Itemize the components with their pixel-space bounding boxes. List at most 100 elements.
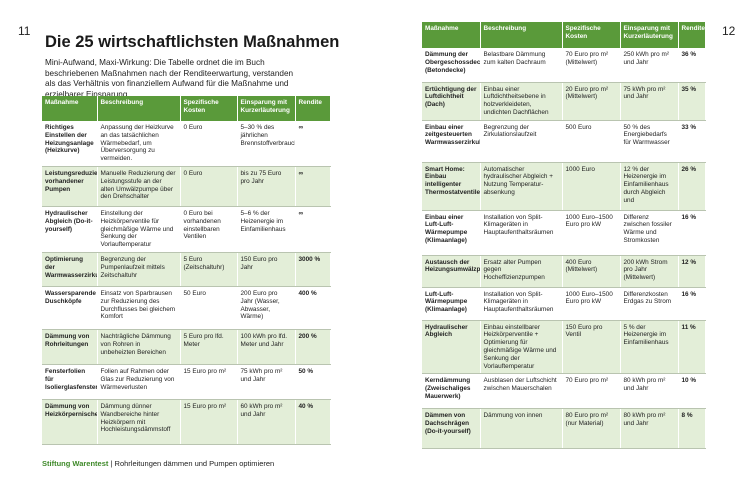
table-cell: 12 % der Heizenergie im Einfamilienhaus … (620, 162, 679, 211)
table-cell: 80 kWh pro m² und Jahr (620, 408, 679, 450)
table-cell: 8 % (678, 408, 706, 450)
table-cell: Kerndämmung (Zweischaliges Mauerwerk) (422, 373, 481, 410)
table-row: Richtiges Einstellen der Heizungsanlage … (42, 121, 331, 167)
table-cell: 5–30 % des jährlichen Brennstoffverbrauc… (237, 121, 296, 167)
table-cell: 250 kWh pro m² und Jahr (620, 48, 679, 83)
column-header: Spezifische Kosten (562, 22, 621, 48)
table-cell: 1000 Euro (562, 162, 621, 211)
title: Die 25 wirtschaftlichsten Maßnahmen (45, 33, 340, 51)
table-cell: 40 % (295, 399, 331, 445)
table-cell: Differenzkosten Erdgas zu Strom (620, 287, 679, 321)
table-row: Luft-Luft-Wärmepumpe (Klimaanlage) Instal… (422, 287, 706, 321)
table-cell: Optimierung der Warmwasserzirkulation (42, 252, 98, 287)
column-header: Einsparung mit Kurzerläuterung (620, 22, 679, 48)
table-cell: 50 % (295, 364, 331, 400)
table-cell: Installation von Split-Klimageräten in H… (480, 210, 563, 256)
table-cell: Luft-Luft-Wärmepumpe (Klimaanlage) (422, 287, 481, 321)
column-header: Rendite (295, 96, 331, 121)
table-cell: 100 kWh pro lfd. Meter und Jahr (237, 329, 296, 365)
table-cell: 60 kWh pro m² und Jahr (237, 399, 296, 445)
table-row: Smart Home: Einbau intelligenter Thermos… (422, 162, 706, 211)
table-cell: Belastbare Dämmung zum kalten Dachraum (480, 48, 563, 83)
table-cell: 12 % (678, 255, 706, 288)
table-row: Dämmen von Dachschrägen (Do-it-yourself)… (422, 408, 706, 450)
table-cell: 1000 Euro–1500 Euro pro kW (562, 287, 621, 321)
footer-text: Rohrleitungen dämmen und Pumpen optimier… (114, 459, 275, 468)
table-cell: Nachträgliche Dämmung von Rohren in unbe… (97, 329, 181, 365)
table-cell: 200 kWh Strom pro Jahr (Mittelwert) (620, 255, 679, 288)
table-cell: 36 % (678, 48, 706, 83)
intro: Mini-Aufwand, Maxi-Wirkung: Die Tabelle … (45, 58, 294, 99)
table-row: Optimierung der WarmwasserzirkulationBeg… (42, 252, 331, 287)
table-row: Ertüchtigung der Luftdichtheit (Dach) Ein… (422, 82, 706, 121)
footer: Stiftung Warentest | Rohrleitungen dämme… (42, 459, 274, 468)
table-cell: 16 % (678, 210, 706, 256)
table-cell: ∞ (295, 166, 331, 207)
table-row: Fensterfolien für Isolierglasfenster Foli… (42, 364, 331, 400)
table-cell: Einstellung der Heizkörperventile für gl… (97, 206, 181, 253)
page-number: 12 (722, 24, 736, 38)
table-cell: Richtiges Einstellen der Heizungsanlage … (42, 121, 98, 167)
column-header: Beschreibung (480, 22, 563, 48)
table-cell: 50 Euro (180, 286, 238, 330)
table-cell: Anpassung der Heizkurve an das tatsächli… (97, 121, 181, 167)
table-cell: Hydraulischer Abgleich (422, 320, 481, 375)
column-header: Rendite (678, 22, 706, 48)
table-cell: 150 Euro pro Jahr (237, 252, 296, 287)
table-cell: Installation von Split-Klimageräten in H… (480, 287, 563, 321)
table-cell: Einbau einer zeitgesteuerten Warmwasserz… (422, 120, 481, 163)
table-cell: 70 Euro pro m² (562, 373, 621, 410)
header-row: Maßnahme Beschreibung Spezifische Kosten Ei… (422, 22, 706, 48)
table-row: Dämmung der Obergeschossdecke (Betondeck… (422, 48, 706, 83)
table-cell: 10 % (678, 373, 706, 410)
table-cell: 200 Euro pro Jahr (Wasser, Abwasser, Wär… (237, 286, 296, 330)
table-cell: Fensterfolien für Isolierglasfenster (42, 364, 98, 400)
table-cell: 80 Euro pro m² (nur Material) (562, 408, 621, 450)
table-cell: 200 % (295, 329, 331, 365)
table-cell: 5–6 % der Heizenergie im Einfamilienhaus (237, 206, 296, 253)
table-row: Einbau einer zeitgesteuerten Warmwasserz… (422, 120, 706, 163)
column-header: Spezifische Kosten (180, 96, 238, 121)
table-row: Hydraulischer Abgleich Einbau einstellbar… (422, 320, 706, 375)
table-row: Dämmung von Heizkörpernischen Dämmung dün… (42, 399, 331, 445)
table-cell: Folien auf Rahmen oder Glas zur Reduzier… (97, 364, 181, 400)
table-cell: Einbau einer Luft-Luft-Wärmepumpe (Klima… (422, 210, 481, 256)
table-cell: 400 Euro (Mittelwert) (562, 255, 621, 288)
table-cell: Wassersparende Duschköpfe (42, 286, 98, 330)
table-cell: Dämmung dünner Wandbereiche hinter Heizk… (97, 399, 181, 445)
table-cell: 5 Euro (Zeitschaltuhr) (180, 252, 238, 287)
table-row: Hydraulischer Abgleich (Do-it-yourself) E… (42, 206, 331, 253)
table-cell: Ausblasen der Luftschicht zwischen Mauer… (480, 373, 563, 410)
table-cell: Begrenzung der Pumpenlaufzeit mittels Ze… (97, 252, 181, 287)
table-cell: Differenz zwischen fossiler Wärme und St… (620, 210, 679, 256)
table-cell: 5 Euro pro lfd. Meter (180, 329, 238, 365)
table-cell: 0 Euro (180, 121, 238, 167)
table-cell: Dämmung von Heizkörpernischen (42, 399, 98, 445)
table-cell: 75 kWh pro m² und Jahr (237, 364, 296, 400)
table-cell: 75 kWh pro m² und Jahr (620, 82, 679, 121)
table-cell: 26 % (678, 162, 706, 211)
table-cell: 16 % (678, 287, 706, 321)
table-row: Kerndämmung (Zweischaliges Mauerwerk) Aus… (422, 373, 706, 410)
table-row: Dämmung von Rohrleitungen Nachträgliche D… (42, 329, 331, 365)
table-cell: Dämmung von Rohrleitungen (42, 329, 98, 365)
table-cell: 5 % der Heizenergie im Einfamilienhaus (620, 320, 679, 375)
table-cell: Leistungsreduzierung vorhandener Pumpen (42, 166, 98, 207)
table-cell: Einbau einer Luftdichtheitsebene in holz… (480, 82, 563, 121)
table-cell: Manuelle Reduzierung der Leistungsstufe … (97, 166, 181, 207)
table-cell: Hydraulischer Abgleich (Do-it-yourself) (42, 206, 98, 253)
table-cell: 70 Euro pro m² (Mittelwert) (562, 48, 621, 83)
table-cell: 0 Euro bei vorhandenen einstellbaren Ven… (180, 206, 238, 253)
table-cell: 500 Euro (562, 120, 621, 163)
table-cell: bis zu 75 Euro pro Jahr (237, 166, 296, 207)
column-header: Beschreibung (97, 96, 181, 121)
table-cell: 150 Euro pro Ventil (562, 320, 621, 375)
footer-brand: Stiftung Warentest (42, 459, 109, 468)
table-cell: Austausch der Heizungsumwälzpumpe (422, 255, 481, 288)
table: Maßnahme Beschreibung Spezifische Kosten Ei… (42, 96, 331, 445)
table-cell: 3000 % (295, 252, 331, 287)
table-cell: 11 % (678, 320, 706, 375)
table-cell: 20 Euro pro m² (Mittelwert) (562, 82, 621, 121)
table-cell: Dämmung von innen (480, 408, 563, 450)
